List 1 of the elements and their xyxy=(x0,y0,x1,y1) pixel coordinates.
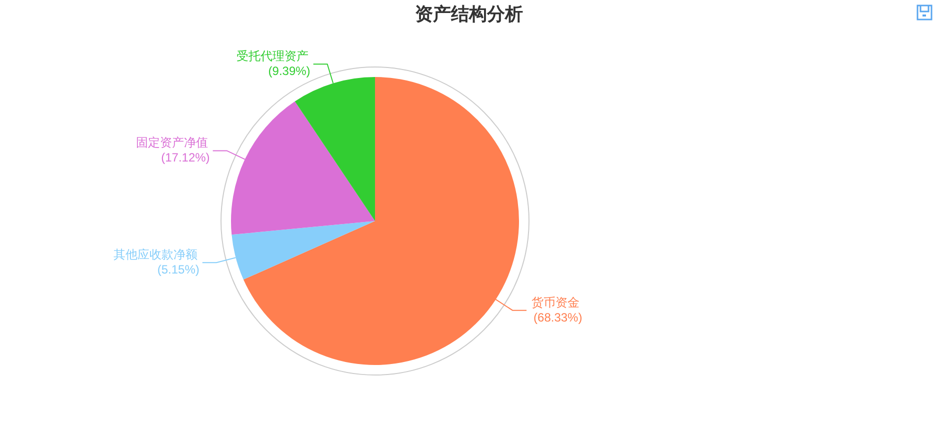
title: 资产结构分析 xyxy=(415,4,523,24)
